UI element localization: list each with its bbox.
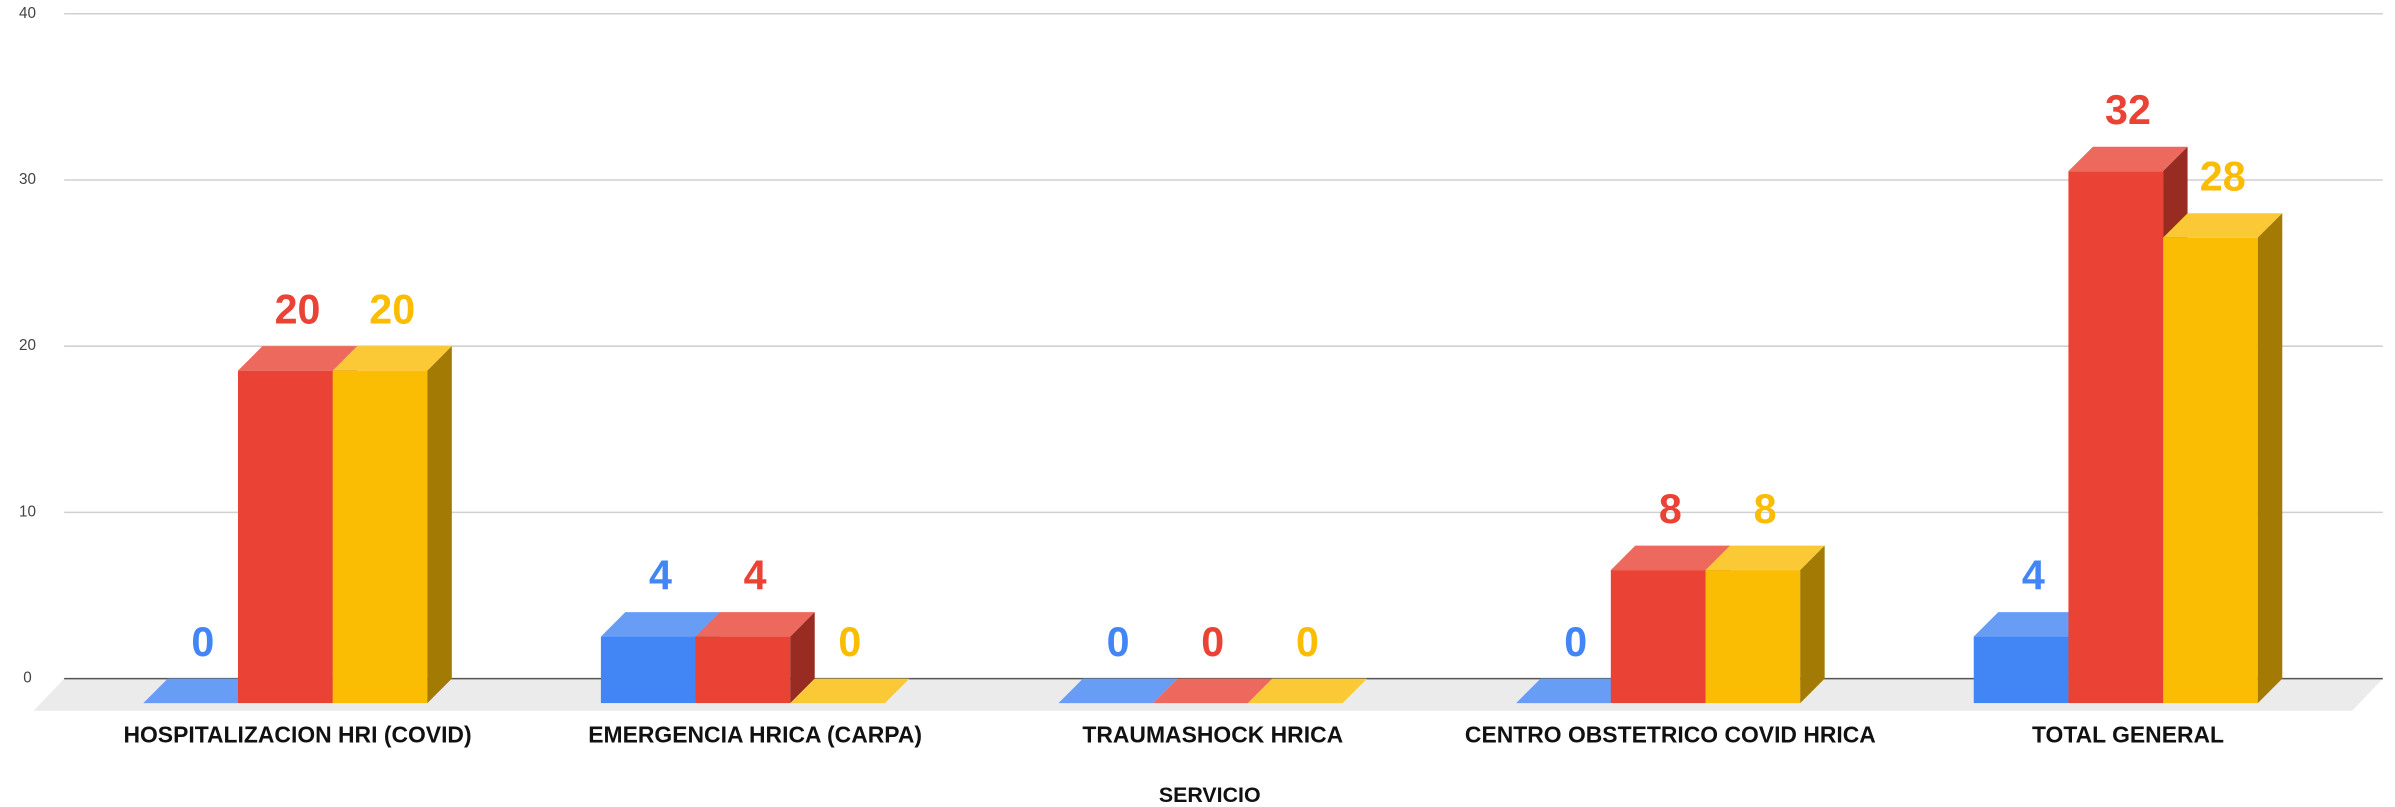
y-tick-label: 20 bbox=[19, 337, 36, 354]
x-tick-label: TOTAL GENERAL bbox=[2032, 722, 2224, 748]
value-label: 4 bbox=[649, 552, 672, 598]
value-label: 4 bbox=[744, 552, 767, 598]
bar-side bbox=[427, 346, 452, 704]
bar-front bbox=[1610, 570, 1706, 704]
value-label: 0 bbox=[191, 619, 214, 665]
bar-side bbox=[790, 612, 815, 704]
bar bbox=[695, 612, 815, 704]
value-label: 8 bbox=[1754, 486, 1777, 532]
value-label: 20 bbox=[369, 286, 415, 332]
bar bbox=[1153, 678, 1273, 704]
bar-top bbox=[1153, 678, 1273, 704]
bar bbox=[332, 346, 452, 704]
bar-top bbox=[1058, 678, 1178, 704]
value-label: 0 bbox=[1564, 619, 1587, 665]
bar-top bbox=[2068, 146, 2188, 172]
value-label: 20 bbox=[275, 286, 321, 332]
bar-top bbox=[1516, 678, 1636, 704]
bar-top bbox=[2163, 213, 2283, 238]
value-label: 0 bbox=[1296, 619, 1319, 665]
bar-front bbox=[237, 370, 333, 704]
bar bbox=[143, 678, 263, 704]
bar-side bbox=[2257, 213, 2283, 704]
x-tick-label: TRAUMASHOCK HRICA bbox=[1082, 722, 1343, 748]
bar bbox=[1058, 678, 1178, 704]
y-tick-label: 30 bbox=[19, 171, 36, 188]
value-label: 28 bbox=[2200, 153, 2246, 199]
value-label: 0 bbox=[1107, 619, 1130, 665]
x-tick-label: EMERGENCIA HRICA (CARPA) bbox=[588, 722, 922, 748]
bar-front bbox=[1973, 636, 2069, 704]
bar bbox=[2163, 213, 2283, 704]
bar-top bbox=[695, 612, 815, 637]
bar-front bbox=[1705, 570, 1801, 704]
bar bbox=[790, 678, 910, 704]
bar bbox=[1247, 678, 1368, 704]
bar-side bbox=[1800, 545, 1825, 704]
bar-top bbox=[1973, 612, 2093, 637]
y-tick-label: 40 bbox=[19, 5, 36, 22]
value-label: 0 bbox=[838, 619, 861, 665]
bar-top bbox=[237, 346, 358, 371]
bar bbox=[1516, 678, 1636, 704]
bar-top bbox=[790, 678, 910, 704]
bar-top bbox=[1610, 545, 1730, 571]
bar-top bbox=[332, 346, 452, 371]
bar-top bbox=[1247, 678, 1368, 704]
y-tick-label: 10 bbox=[19, 503, 36, 520]
bar-front bbox=[600, 636, 696, 704]
x-tick-label: HOSPITALIZACION HRI (COVID) bbox=[123, 722, 471, 748]
bar-top bbox=[143, 678, 263, 704]
value-label: 32 bbox=[2105, 87, 2151, 133]
bar-front bbox=[2068, 171, 2164, 704]
value-label: 0 bbox=[1201, 619, 1224, 665]
bar bbox=[1705, 545, 1825, 704]
x-axis-title: SERVICIO bbox=[1159, 783, 1261, 807]
bar-front bbox=[2163, 237, 2258, 704]
bar-top bbox=[600, 612, 721, 637]
bar-top bbox=[1705, 545, 1825, 571]
x-tick-label: CENTRO OBSTETRICO COVID HRICA bbox=[1465, 722, 1876, 748]
y-tick-label: 0 bbox=[23, 670, 31, 687]
value-label: 8 bbox=[1659, 486, 1682, 532]
value-label: 4 bbox=[2022, 552, 2045, 598]
bar-front bbox=[695, 636, 791, 704]
bar-front bbox=[332, 370, 428, 704]
